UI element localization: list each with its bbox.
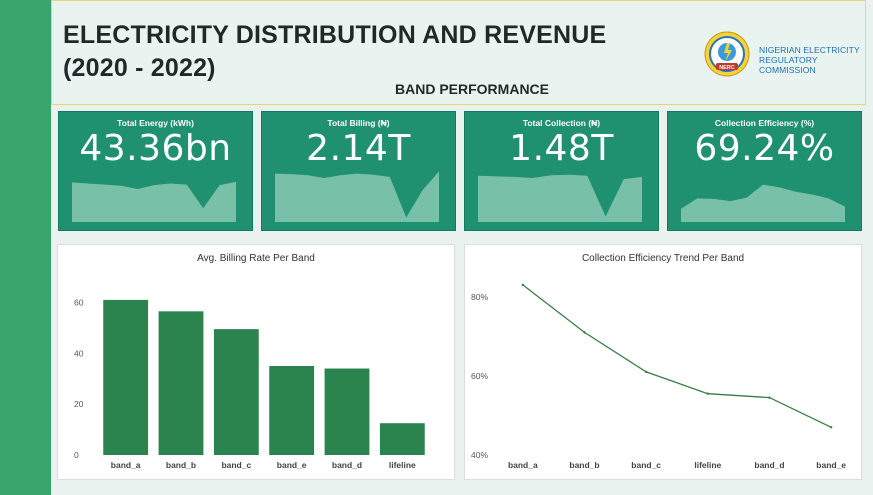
kpi-card-total-billing[interactable]: Total Billing (₦) 2.14T — [261, 111, 456, 231]
sparkline-area — [681, 184, 845, 222]
kpi-value: 2.14T — [306, 128, 411, 169]
y-tick-label: 60 — [74, 297, 84, 307]
title-line-1: ELECTRICITY DISTRIBUTION AND REVENUE — [63, 21, 607, 49]
page-subtitle: BAND PERFORMANCE — [395, 81, 549, 97]
y-tick-label: 0 — [74, 450, 79, 460]
x-tick-label: band_b — [569, 460, 599, 470]
x-tick-label: band_c — [221, 460, 251, 470]
y-tick-label: 80% — [471, 292, 488, 302]
bar-band_b[interactable] — [158, 311, 204, 455]
bar-lifeline[interactable] — [379, 423, 425, 455]
y-tick-label: 60% — [471, 371, 488, 381]
kpi-value: 43.36bn — [79, 128, 232, 169]
x-tick-label: lifeline — [694, 460, 721, 470]
x-tick-label: band_a — [508, 460, 538, 470]
sparkline-area — [275, 171, 439, 222]
x-tick-label: band_c — [631, 460, 661, 470]
kpi-sparkline — [681, 184, 845, 222]
bar-band_c[interactable] — [213, 329, 259, 455]
line-chart-panel[interactable]: 40% 60% 80% band_a band_b band_c lifeline band_… — [464, 244, 862, 480]
kpi-label: Total Billing (₦) — [327, 118, 390, 128]
kpi-sparkline — [72, 181, 236, 222]
logo-badge-text: NERC — [719, 65, 735, 71]
sparkline-area — [72, 181, 236, 222]
bar-band_a[interactable] — [103, 299, 149, 455]
kpi-label: Total Energy (kWh) — [117, 118, 194, 128]
kpi-card-collection-efficiency[interactable]: Collection Efficiency (%) 69.24% — [667, 111, 862, 231]
kpi-value: 69.24% — [694, 128, 835, 169]
line-chart: 40% 60% 80% band_a band_b band_c lifeline band_… — [471, 283, 846, 470]
line-chart-title: Collection Efficiency Trend Per Band — [581, 253, 745, 264]
x-tick-label: band_a — [111, 460, 141, 470]
title-line-2: (2020 - 2022) — [63, 54, 216, 82]
x-tick-label: band_b — [166, 460, 196, 470]
sparkline-area — [478, 174, 642, 222]
bar-chart: 0 20 40 60 band_a band_b band_c band_e band_d lif… — [74, 297, 425, 470]
logo-text-line-1: NIGERIAN ELECTRICITY — [759, 45, 860, 55]
kpi-card-total-energy[interactable]: Total Energy (kWh) 43.36bn — [58, 111, 253, 231]
bar-chart-title: Avg. Billing Rate Per Band — [197, 253, 315, 264]
y-tick-label: 20 — [74, 399, 84, 409]
x-tick-label: band_e — [816, 460, 846, 470]
bar-chart-panel[interactable]: 0 20 40 60 band_a band_b band_c band_e band_d lif… — [57, 244, 455, 480]
logo-text: NIGERIAN ELECTRICITY REGULATORY COMMISSI… — [759, 45, 865, 75]
header: ELECTRICITY DISTRIBUTION AND REVENUE (20… — [51, 0, 866, 105]
kpi-sparkline — [478, 174, 642, 222]
y-tick-label: 40 — [74, 348, 84, 358]
y-tick-label: 40% — [471, 450, 488, 460]
trend-line — [522, 284, 832, 428]
x-tick-label: band_d — [754, 460, 784, 470]
bar-band_e[interactable] — [269, 366, 315, 455]
x-tick-label: lifeline — [389, 460, 416, 470]
logo-text-line-2: REGULATORY COMMISSION — [759, 55, 818, 75]
page-title: ELECTRICITY DISTRIBUTION AND REVENUE (20… — [63, 19, 606, 85]
kpi-value: 1.48T — [509, 128, 614, 169]
kpi-label: Total Collection (₦) — [522, 118, 601, 128]
bar-band_d[interactable] — [324, 368, 370, 455]
kpi-card-total-collection[interactable]: Total Collection (₦) 1.48T — [464, 111, 659, 231]
kpi-sparkline — [275, 171, 439, 222]
x-tick-label: band_d — [332, 460, 362, 470]
side-accent-bar — [0, 0, 51, 495]
nerc-logo-icon: NERC — [704, 31, 750, 77]
x-tick-label: band_e — [277, 460, 307, 470]
kpi-label: Collection Efficiency (%) — [714, 118, 815, 128]
